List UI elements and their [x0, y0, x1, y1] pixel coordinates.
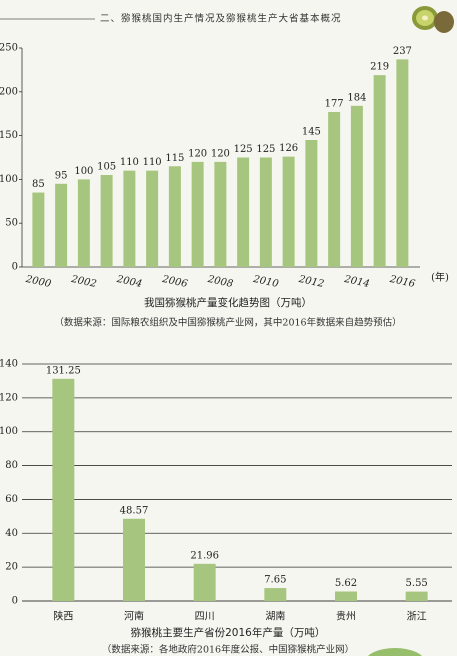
data-label: 219 — [370, 62, 389, 73]
bar — [328, 111, 341, 267]
x-tick-label: 浙江 — [407, 611, 427, 623]
y-tick-label: 100 — [0, 426, 18, 437]
x-tick-label: 2008 — [206, 274, 234, 290]
y-tick-label: 80 — [5, 460, 18, 471]
bar — [237, 157, 250, 267]
bar — [123, 518, 145, 601]
x-tick-label: 贵州 — [336, 610, 356, 623]
chart-title: 猕猴桃主要生产省份2016年产量（万吨） — [131, 626, 326, 639]
data-label: 5.55 — [406, 578, 428, 589]
header-title: 二、猕猴桃国内生产情况及猕猴桃生产大省基本概况 — [100, 13, 342, 25]
data-label: 131.25 — [46, 365, 81, 376]
y-tick-label: 20 — [5, 562, 18, 573]
data-label: 120 — [188, 148, 207, 159]
data-label: 177 — [325, 98, 344, 109]
kiwi-icon — [412, 6, 454, 33]
bar — [32, 192, 45, 267]
x-tick-label: 2002 — [69, 274, 97, 290]
x-tick-label: 2014 — [342, 274, 370, 290]
y-tick-label: 50 — [5, 218, 18, 229]
x-axis-label: (年) — [431, 271, 449, 284]
data-label: 120 — [211, 148, 230, 159]
bar — [168, 166, 181, 267]
bar — [191, 161, 204, 267]
bar — [259, 157, 272, 267]
x-tick-label: 河南 — [124, 610, 144, 623]
y-tick-label: 0 — [12, 596, 18, 607]
bar — [123, 170, 136, 267]
bar — [373, 75, 386, 267]
y-tick-label: 150 — [0, 130, 18, 141]
bar — [77, 179, 90, 267]
y-tick-label: 140 — [0, 359, 18, 370]
bar — [282, 156, 295, 267]
leaf-decoration — [367, 648, 423, 656]
chart-source: （数据来源：国际粮农组织及中国猕猴桃产业网，其中2016年数据来自趋势预估） — [54, 317, 401, 329]
x-tick-label: 2004 — [115, 274, 143, 290]
bar — [335, 591, 357, 601]
data-label: 48.57 — [120, 505, 149, 516]
data-label: 21.96 — [190, 550, 219, 561]
bar — [214, 161, 227, 267]
bar — [350, 105, 363, 267]
data-label: 145 — [302, 126, 321, 137]
bar — [396, 59, 409, 267]
data-label: 126 — [279, 143, 298, 154]
y-tick-label: 120 — [0, 392, 18, 403]
data-label: 5.62 — [335, 578, 357, 589]
data-label: 237 — [393, 46, 412, 57]
bar — [55, 183, 68, 267]
bar — [52, 378, 75, 601]
data-label: 110 — [143, 157, 162, 168]
data-label: 7.65 — [264, 575, 286, 586]
data-label: 184 — [347, 92, 366, 103]
bar — [100, 175, 113, 267]
x-tick-label: 2012 — [297, 274, 325, 290]
bar — [405, 591, 428, 601]
data-label: 125 — [234, 144, 253, 155]
data-label: 110 — [120, 157, 139, 168]
data-label: 105 — [97, 162, 116, 173]
y-tick-label: 0 — [12, 262, 18, 273]
bar — [193, 563, 216, 601]
x-tick-label: 陕西 — [53, 610, 73, 623]
data-label: 95 — [55, 170, 68, 181]
x-tick-label: 湖南 — [265, 610, 285, 623]
x-tick-label: 四川 — [195, 612, 215, 623]
y-tick-label: 60 — [5, 494, 18, 505]
chart-title: 我国猕猴桃产量变化趋势图（万吨） — [144, 296, 312, 309]
y-tick-label: 100 — [0, 174, 18, 185]
data-label: 85 — [32, 179, 45, 190]
chart-source: （数据来源：各地政府2016年度公报、中国猕猴桃产业网） — [102, 644, 354, 656]
bar — [264, 588, 287, 601]
data-label: 125 — [256, 144, 275, 155]
bar — [146, 170, 159, 267]
data-label: 100 — [74, 166, 93, 177]
bar — [305, 139, 318, 267]
data-label: 115 — [165, 153, 184, 164]
y-tick-label: 200 — [0, 86, 18, 97]
y-tick-label: 40 — [5, 528, 18, 539]
y-tick-label: 250 — [0, 43, 18, 54]
